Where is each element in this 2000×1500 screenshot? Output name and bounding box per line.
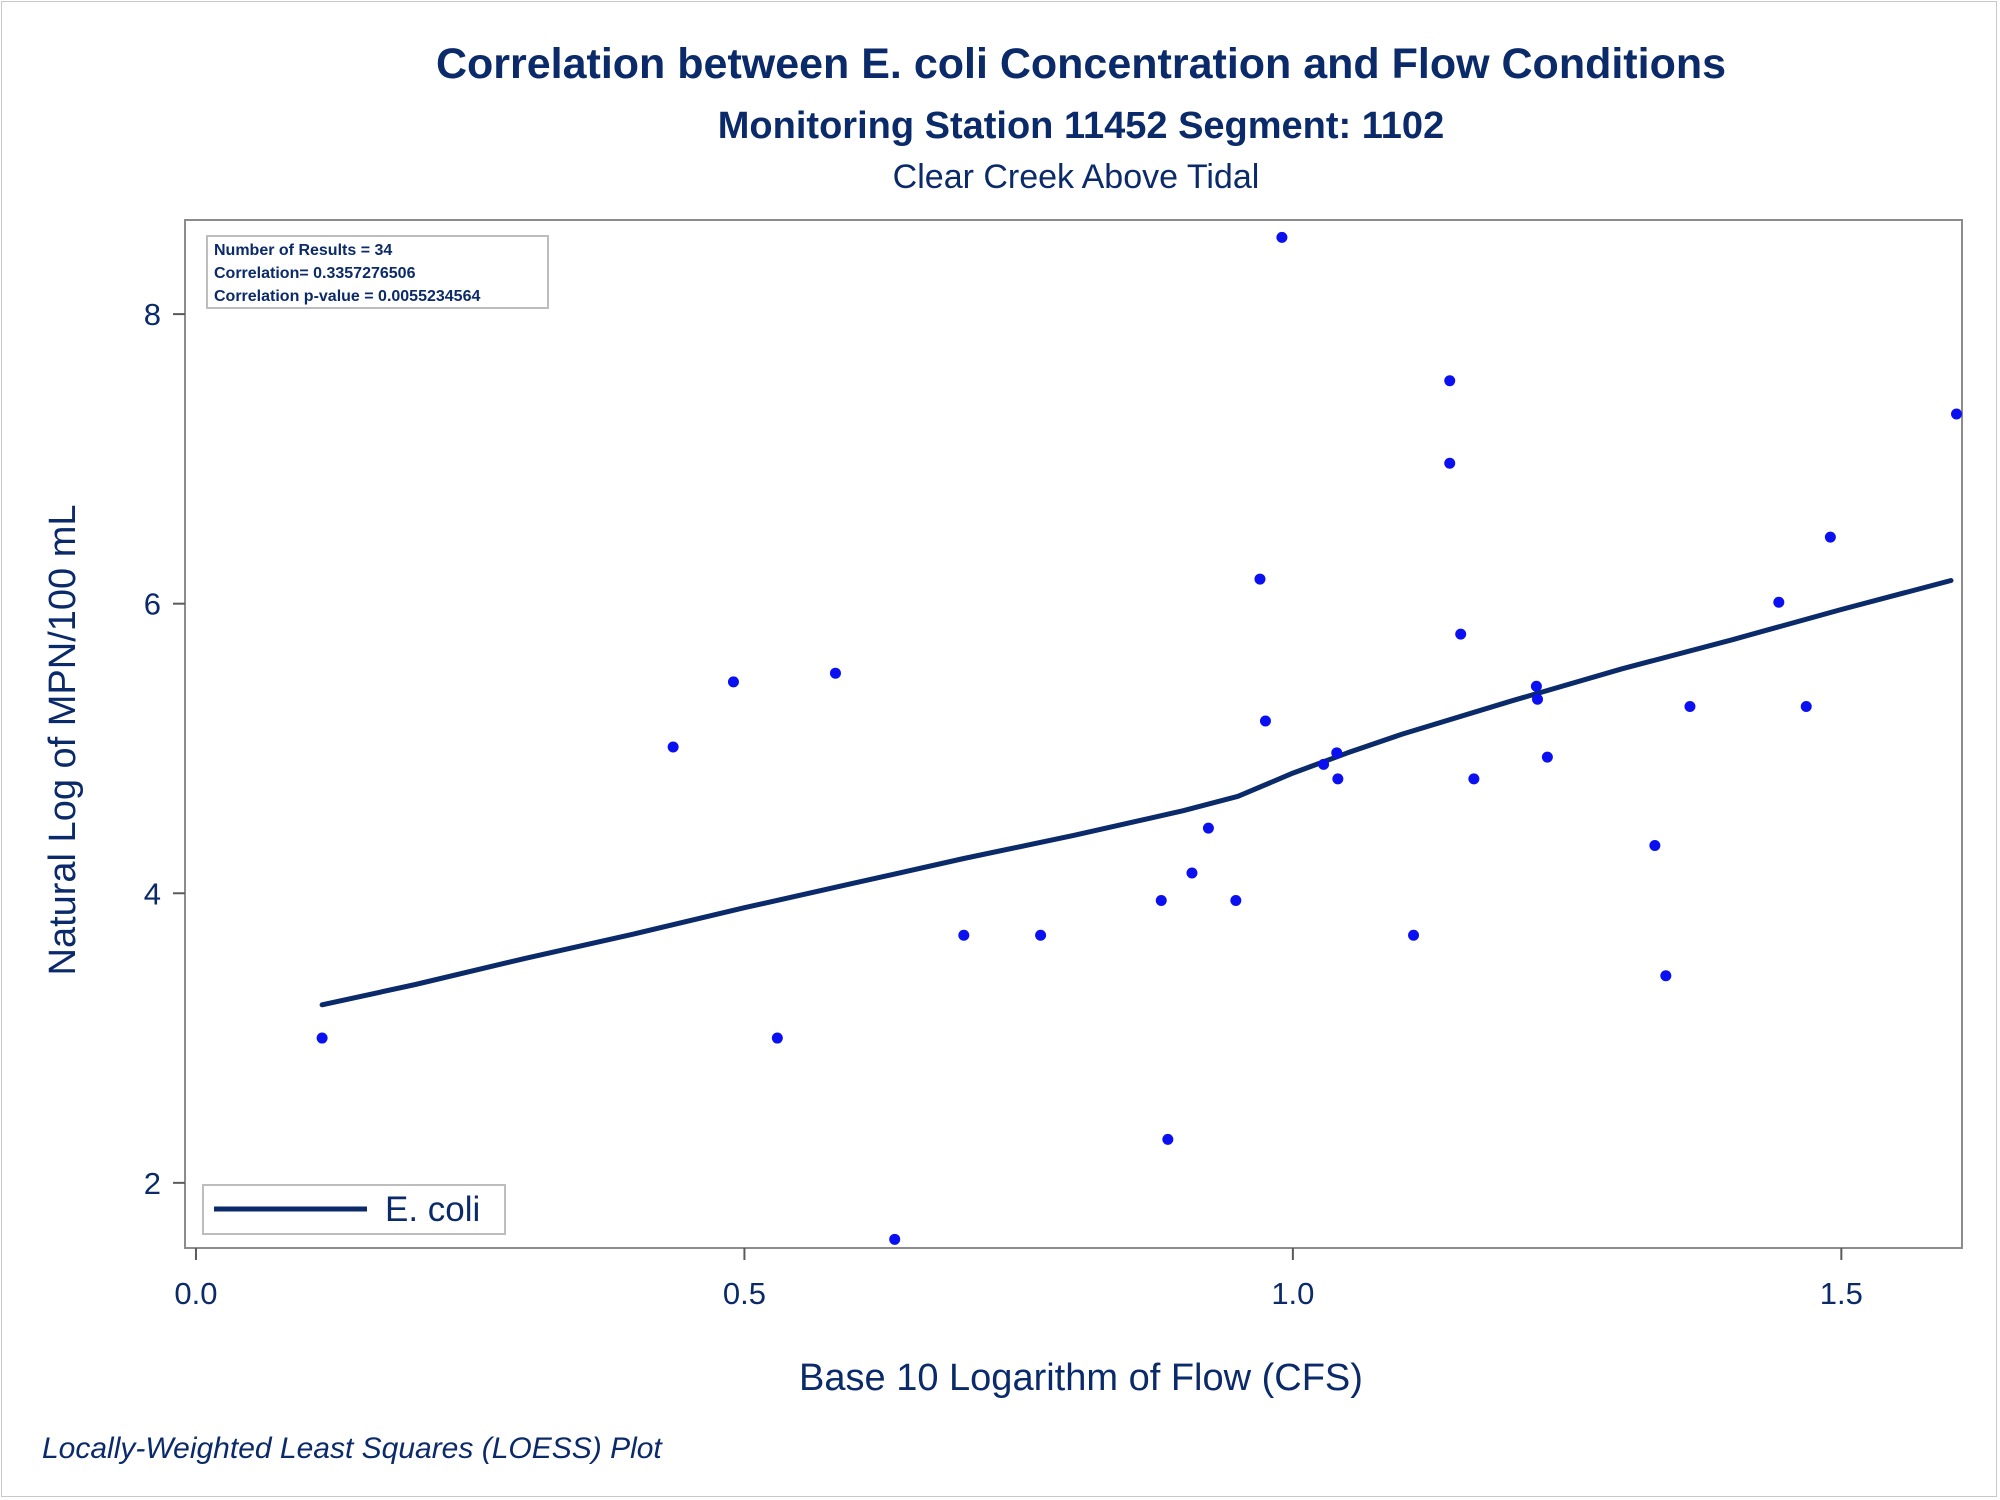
data-point [1684,700,1696,712]
chart-title: Correlation between E. coli Concentratio… [436,40,1726,88]
points-layer [316,231,1963,1245]
y-axis-label: Natural Log of MPN/100 mL [42,504,84,975]
data-point [889,1233,901,1245]
data-point [958,929,970,941]
data-point [1773,596,1785,608]
stats-box: Number of Results = 34 Correlation= 0.33… [206,235,549,309]
data-point [667,741,679,753]
data-point [829,667,841,679]
loess-layer [319,578,1954,1008]
stats-box-frame [206,235,549,309]
data-point [1800,700,1812,712]
data-point [1332,773,1344,785]
data-point [1254,573,1266,585]
data-point [1331,747,1343,759]
data-point [1660,970,1672,982]
axes: 0.0 0.5 1.0 1.5 2 4 6 8 [144,297,1863,1311]
x-tick-label: 1.0 [1271,1276,1314,1311]
chart-subtitle: Monitoring Station 11452 Segment: 1102 [718,105,1444,147]
data-point [1824,531,1836,543]
data-point [1408,929,1420,941]
data-point [1202,822,1214,834]
data-point [1230,895,1242,907]
data-point [316,1032,328,1044]
stats-n-results: Number of Results = 34 [214,242,392,259]
data-point [1259,715,1271,727]
data-point [1444,457,1456,469]
data-point [1541,751,1553,763]
legend-label: E. coli [385,1190,480,1229]
data-point [1162,1133,1174,1145]
data-point [1649,839,1661,851]
data-point [1186,867,1198,879]
stats-correlation: Correlation= 0.3357276506 [214,265,416,282]
plot-area [184,219,1963,1249]
data-point [727,676,739,688]
y-tick-label: 6 [144,587,161,622]
data-point [771,1032,783,1044]
loess-line [319,578,1954,1008]
data-point [1951,408,1963,420]
data-point [1455,628,1467,640]
chart-subtitle-secondary: Clear Creek Above Tidal [893,158,1260,196]
data-point [1530,680,1542,692]
legend: E. coli [202,1184,506,1235]
y-tick-label: 8 [144,297,161,332]
data-point [1531,693,1543,705]
x-axis-label: Base 10 Logarithm of Flow (CFS) [799,1357,1363,1399]
data-point [1155,895,1167,907]
x-tick-label: 1.5 [1820,1276,1863,1311]
x-tick-label: 0.5 [723,1276,766,1311]
data-point [1318,758,1330,770]
y-tick-label: 2 [144,1166,161,1201]
x-tick-label: 0.0 [174,1276,217,1311]
data-point [1444,375,1456,387]
y-tick-label: 4 [144,876,161,911]
data-point [1276,231,1288,243]
data-point [1468,773,1480,785]
data-point [1035,929,1047,941]
chart-footnote: Locally-Weighted Least Squares (LOESS) P… [42,1432,663,1465]
stats-p-value: Correlation p-value = 0.0055234564 [214,288,480,305]
